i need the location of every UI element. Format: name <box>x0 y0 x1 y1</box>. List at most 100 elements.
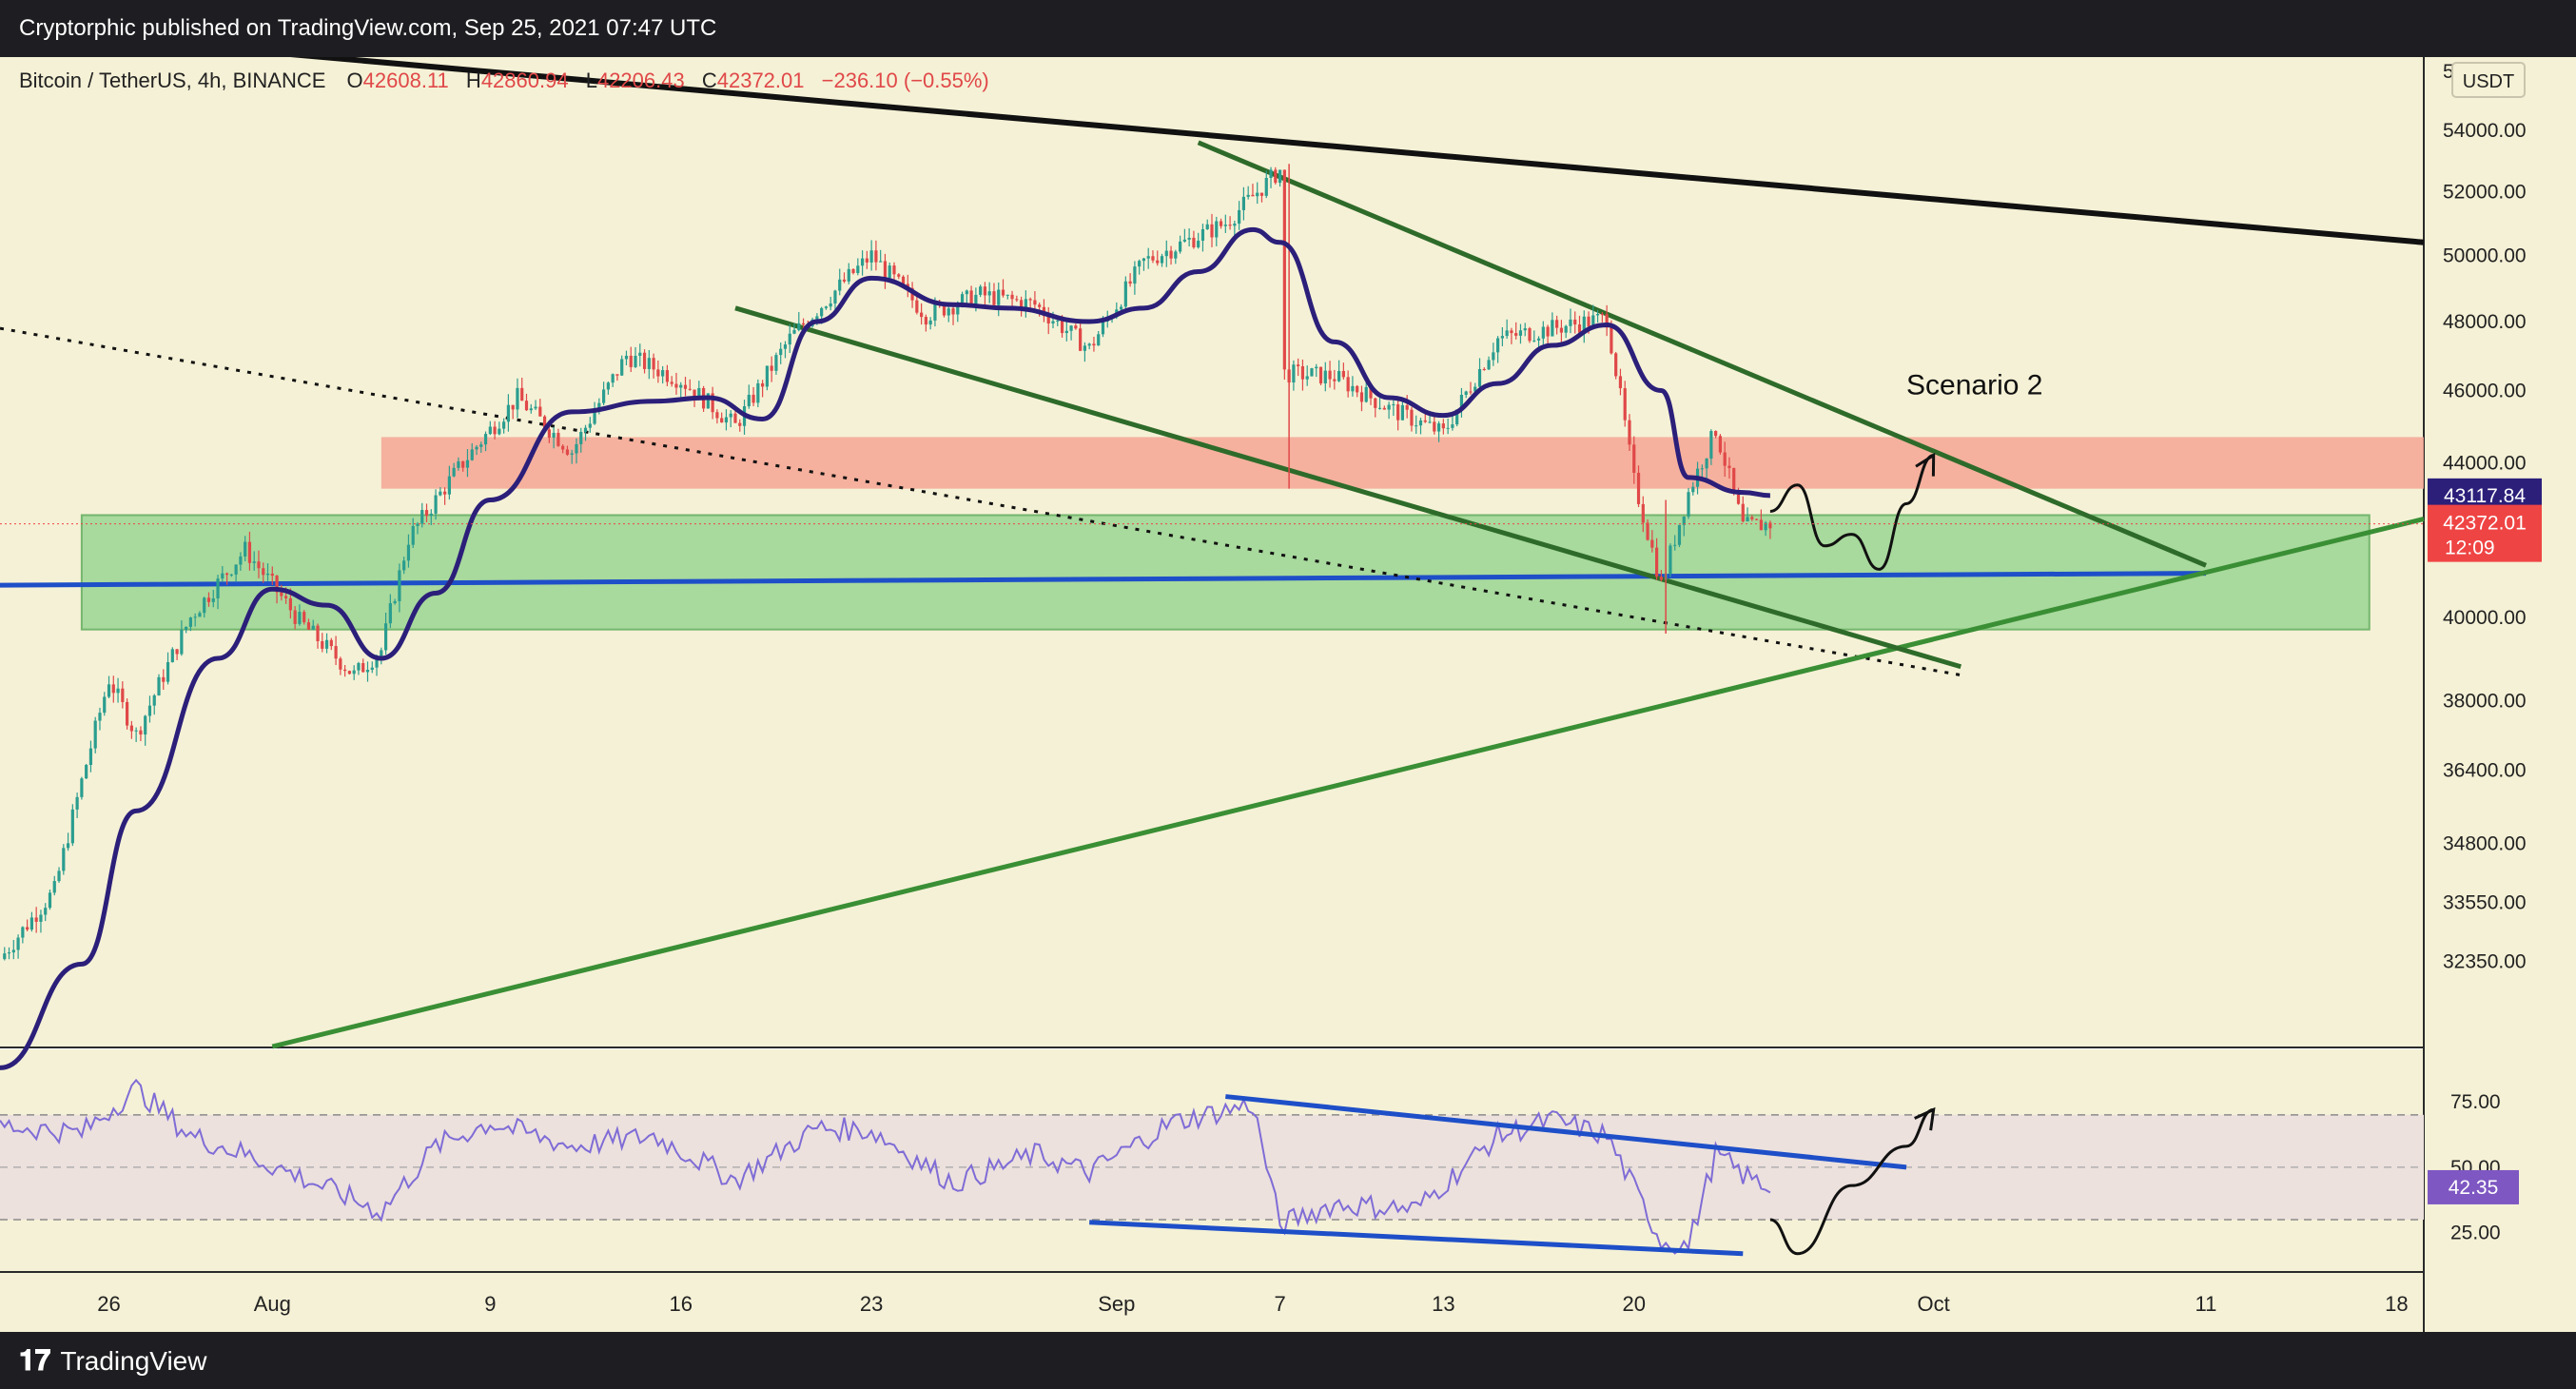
candle-body <box>270 573 274 577</box>
rsi-axis-label: 25.00 <box>2450 1223 2501 1244</box>
candle-body <box>1473 386 1477 392</box>
candle-body <box>1605 314 1609 328</box>
tradingview-brand[interactable]: 𝟏𝟕 TradingView <box>19 1345 206 1378</box>
candle-body <box>1400 404 1405 421</box>
candle-body <box>688 388 692 390</box>
candle-body <box>656 369 660 377</box>
candle-body <box>946 308 950 316</box>
candle-body <box>552 432 556 438</box>
time-axis-label: 23 <box>860 1292 883 1316</box>
candle-body <box>26 927 29 930</box>
time-axis-label: 11 <box>2195 1292 2217 1316</box>
candle-body <box>1723 452 1727 466</box>
candle-body <box>1359 392 1364 402</box>
candle-body <box>1705 459 1708 469</box>
candle-body <box>1618 376 1623 389</box>
publisher-bar: Cryptorphic published on TradingView.com… <box>0 0 2576 57</box>
time-axis-label: 13 <box>1432 1292 1454 1316</box>
currency-badge[interactable]: USDT <box>2463 71 2514 92</box>
candle-body <box>1714 431 1718 437</box>
candle-body <box>1377 407 1382 409</box>
candle-body <box>747 394 751 407</box>
candle-body <box>683 384 688 389</box>
candle-body <box>280 592 283 597</box>
candle-body <box>883 261 888 279</box>
candle-body <box>1015 299 1019 301</box>
ohlc-low-label: L <box>586 68 597 92</box>
brand-name: TradingView <box>60 1346 207 1376</box>
candle-body <box>1315 366 1318 369</box>
candle-body <box>275 576 279 593</box>
candle-body <box>1341 370 1345 378</box>
candle-body <box>1496 338 1500 353</box>
candle-body <box>1028 299 1032 301</box>
candle-body <box>951 308 955 315</box>
candle-body <box>1101 321 1105 335</box>
candle-body <box>447 476 451 495</box>
candle-body <box>556 432 560 446</box>
candle-body <box>1610 327 1613 354</box>
candle-body <box>1523 328 1527 331</box>
candle-body <box>933 303 937 321</box>
candle-body <box>193 616 197 618</box>
candle-body <box>152 694 156 706</box>
candle-body <box>583 427 588 432</box>
candle-body <box>406 544 411 561</box>
candle-body <box>1079 328 1083 351</box>
candle-body <box>16 937 20 950</box>
publisher-line: Cryptorphic published on TradingView.com… <box>19 15 717 41</box>
candle-body <box>1269 169 1273 178</box>
candle-body <box>901 276 906 284</box>
chart-canvas[interactable]: Scenario 2 Bitcoin / TetherUS, 4h, BINAN… <box>0 57 2576 1332</box>
candle-body <box>1415 425 1418 427</box>
candle-body <box>479 444 483 447</box>
candle-body <box>388 603 392 624</box>
candle-body <box>1551 320 1554 337</box>
candle-body <box>1205 224 1209 229</box>
candle-body <box>211 597 215 602</box>
bar-countdown: 12:09 <box>2445 538 2495 559</box>
candle-body <box>679 384 683 388</box>
candle-body <box>1123 281 1127 307</box>
candle-body <box>1754 518 1759 520</box>
currency-badge-box[interactable] <box>2451 62 2526 98</box>
candle-body <box>756 382 760 403</box>
candle-body <box>706 393 710 409</box>
candle-body <box>1459 394 1464 410</box>
candle-body <box>897 274 901 277</box>
candle-body <box>751 394 755 403</box>
rsi-trendline-rsi-lower <box>1089 1220 1744 1257</box>
price-axis-label: 36400.00 <box>2443 760 2527 782</box>
candle-body <box>129 725 133 732</box>
candle-body <box>166 662 170 682</box>
candle-body <box>693 389 696 399</box>
candle-body <box>606 382 610 390</box>
candle-body <box>516 387 519 410</box>
candle-body <box>306 622 311 630</box>
candle-body <box>888 265 891 279</box>
candle-body <box>1464 391 1468 395</box>
candle-body <box>1187 237 1191 240</box>
candle-body <box>1005 294 1009 296</box>
candle-body <box>470 449 474 460</box>
candle-body <box>361 662 365 673</box>
candle-body <box>1655 547 1659 577</box>
candle-body <box>1505 330 1509 337</box>
candle-body <box>542 416 547 430</box>
candle-body <box>1405 404 1409 410</box>
candle-body <box>1650 539 1654 548</box>
candle-body <box>185 626 188 631</box>
candle-body <box>920 312 924 318</box>
candle-body <box>1433 421 1436 432</box>
candle-body <box>520 387 524 401</box>
candle-body <box>670 381 673 384</box>
candle-body <box>1200 228 1205 241</box>
scenario-label: Scenario 2 <box>1906 369 2042 401</box>
candle-body <box>1178 241 1182 252</box>
candle-body <box>147 705 152 716</box>
price-axis-label: 54000.00 <box>2443 120 2527 142</box>
price-axis-label: 40000.00 <box>2443 607 2527 629</box>
ohlc-high-label: H <box>466 68 481 92</box>
candle-body <box>1337 370 1341 381</box>
candle-body <box>465 460 470 468</box>
